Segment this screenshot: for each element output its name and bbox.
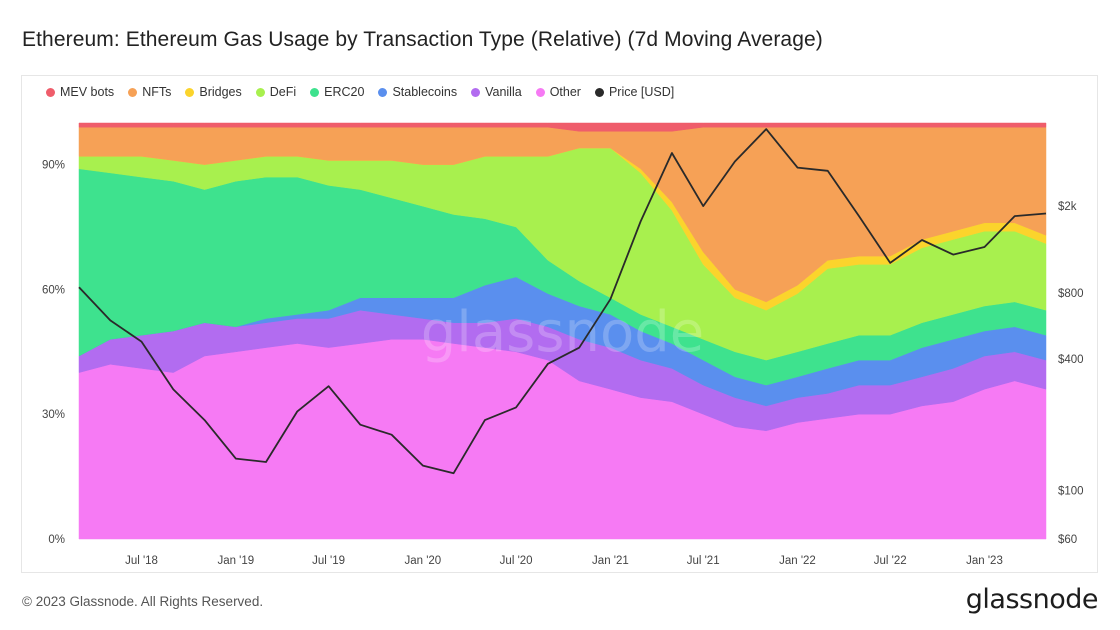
y-right-tick-label: $400 <box>1058 354 1084 366</box>
legend-item-price-usd[interactable]: Price [USD] <box>594 85 675 99</box>
legend-marker <box>471 87 481 97</box>
y-right-tick-label: $60 <box>1058 534 1077 546</box>
chart-legend: MEV bots NFTs Bridges DeFi ERC20 Stablecoins V… <box>46 85 688 99</box>
legend-label: Stablecoins <box>392 85 458 99</box>
legend-label: Price [USD] <box>608 85 675 99</box>
legend-marker <box>46 87 55 97</box>
x-tick-label: Jan '22 <box>779 555 816 567</box>
chart-title: Ethereum: Ethereum Gas Usage by Transact… <box>22 28 823 51</box>
x-tick-label: Jan '23 <box>966 555 1003 567</box>
legend-label: Other <box>549 85 581 99</box>
y-right-tick-label: $2k <box>1058 201 1077 213</box>
legend-item-mev-bots[interactable]: MEV bots <box>46 85 114 99</box>
legend-label: Bridges <box>199 85 242 99</box>
legend-label: Vanilla <box>485 85 522 99</box>
chart-plot: glassnode 0% 30% 60% 90% $60 $100 $400 $800 $2k Ju… <box>42 122 1084 567</box>
y-left-tick-label: 0% <box>48 534 65 546</box>
legend-label: DeFi <box>269 85 297 99</box>
x-tick-label: Jan '19 <box>217 555 254 567</box>
area-mev-bots <box>78 122 1047 132</box>
legend-item-nfts[interactable]: NFTs <box>128 85 171 99</box>
legend-label: NFTs <box>142 85 172 99</box>
legend-item-bridges[interactable]: Bridges <box>185 85 242 99</box>
x-tick-label: Jul '20 <box>500 555 533 567</box>
y-left-tick-label: 90% <box>42 160 65 172</box>
y-right-tick-label: $800 <box>1058 288 1084 300</box>
legend-label: ERC20 <box>324 85 365 99</box>
footer-copyright: © 2023 Glassnode. All Rights Reserved. <box>22 594 264 609</box>
y-left-tick-label: 30% <box>42 409 65 421</box>
x-tick-label: Jan '20 <box>404 555 441 567</box>
price-line <box>78 128 1047 475</box>
legend-marker <box>535 87 545 97</box>
legend-item-other[interactable]: Other <box>535 85 581 99</box>
legend-marker <box>185 87 195 97</box>
legend-item-defi[interactable]: DeFi <box>255 85 297 99</box>
legend-item-vanilla[interactable]: Vanilla <box>471 85 522 99</box>
legend-marker <box>128 87 138 97</box>
stacked-areas <box>78 122 1047 540</box>
x-tick-label: Jul '19 <box>312 555 345 567</box>
legend-label: MEV bots <box>60 85 115 99</box>
legend-marker <box>378 87 388 97</box>
legend-marker <box>594 87 604 97</box>
x-tick-label: Jul '22 <box>874 555 907 567</box>
watermark-text: glassnode <box>421 300 705 365</box>
y-left-tick-label: 60% <box>42 284 65 296</box>
y-right-tick-label: $100 <box>1058 486 1084 498</box>
glassnode-logo[interactable]: glassnode <box>965 584 1099 615</box>
chart-frame: MEV bots NFTs Bridges DeFi ERC20 Stablecoins V… <box>21 75 1098 573</box>
legend-item-stablecoins[interactable]: Stablecoins <box>378 85 457 99</box>
x-tick-label: Jul '18 <box>125 555 158 567</box>
legend-marker <box>310 87 320 97</box>
x-tick-label: Jul '21 <box>687 555 720 567</box>
legend-item-erc20[interactable]: ERC20 <box>310 85 364 99</box>
x-tick-label: Jan '21 <box>592 555 629 567</box>
legend-marker <box>255 87 265 97</box>
